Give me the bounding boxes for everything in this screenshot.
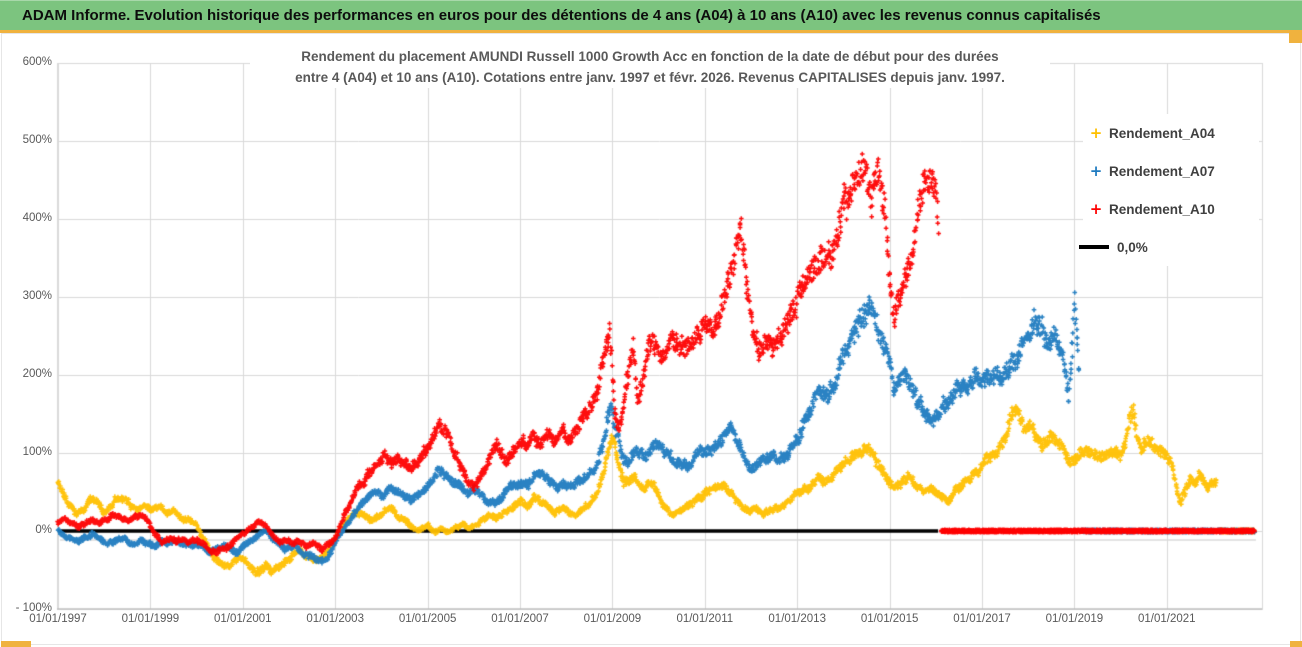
x-axis-label: 01/01/2017	[953, 613, 1011, 625]
page-title: ADAM Informe. Evolution historique des p…	[22, 7, 1101, 24]
y-axis-label: 200%	[22, 368, 52, 380]
x-axis-label: 01/01/2015	[860, 613, 919, 625]
y-axis-label: 300%	[22, 290, 52, 302]
x-axis-label: 01/01/2001	[214, 613, 272, 625]
y-axis-label: 100%	[22, 446, 52, 458]
plus-marker-a04-icon: +	[1089, 123, 1103, 142]
legend: + Rendement_A04 + Rendement_A07 + Rendem…	[1079, 114, 1259, 266]
x-axis-label: 01/01/2009	[583, 613, 642, 625]
legend-item-zero-line[interactable]: 0,0%	[1079, 228, 1259, 266]
legend-label-a10: Rendement_A10	[1109, 201, 1215, 217]
x-axis-label: 01/01/2011	[676, 613, 734, 625]
zero-line-swatch-icon	[1079, 245, 1109, 249]
y-axis-label: 400%	[22, 212, 52, 224]
header-bar: ADAM Informe. Evolution historique des p…	[0, 0, 1302, 30]
gold-border-corner-br	[1290, 641, 1302, 647]
chart-title: Rendement du placement AMUNDI Russell 10…	[250, 46, 1050, 88]
gold-border-corner-tr	[1289, 31, 1302, 43]
x-axis-label: 01/01/2019	[1045, 613, 1104, 625]
x-axis-label: 01/01/2013	[768, 613, 826, 625]
x-axis-label: 01/01/1999	[121, 613, 180, 625]
x-axis-label: 01/01/2003	[306, 613, 364, 625]
legend-label-zero: 0,0%	[1117, 239, 1148, 255]
y-axis-label: 500%	[22, 134, 52, 146]
plus-marker-a07-icon: +	[1089, 161, 1103, 180]
chart-title-line1: Rendement du placement AMUNDI Russell 10…	[301, 49, 999, 64]
legend-item-a04[interactable]: + Rendement_A04	[1083, 114, 1259, 152]
y-axis-label: 600%	[22, 56, 52, 68]
x-axis-label: 01/01/2007	[491, 613, 549, 625]
gold-border-corner-bl	[1, 641, 31, 647]
y-axis-label: 0%	[35, 524, 52, 536]
legend-item-a10[interactable]: + Rendement_A10	[1083, 190, 1259, 228]
x-axis-label: 01/01/2021	[1138, 613, 1196, 625]
legend-label-a07: Rendement_A07	[1109, 163, 1215, 179]
x-axis-label: 01/01/2005	[398, 613, 457, 625]
gold-border-top	[0, 30, 1302, 33]
chart-title-line2: entre 4 (A04) et 10 ans (A10). Cotations…	[295, 70, 1005, 85]
y-axis-label: - 100%	[15, 602, 52, 614]
plus-marker-a10-icon: +	[1089, 199, 1103, 218]
legend-item-a07[interactable]: + Rendement_A07	[1083, 152, 1259, 190]
x-axis-label: 01/01/1997	[29, 613, 87, 625]
legend-label-a04: Rendement_A04	[1109, 125, 1215, 141]
